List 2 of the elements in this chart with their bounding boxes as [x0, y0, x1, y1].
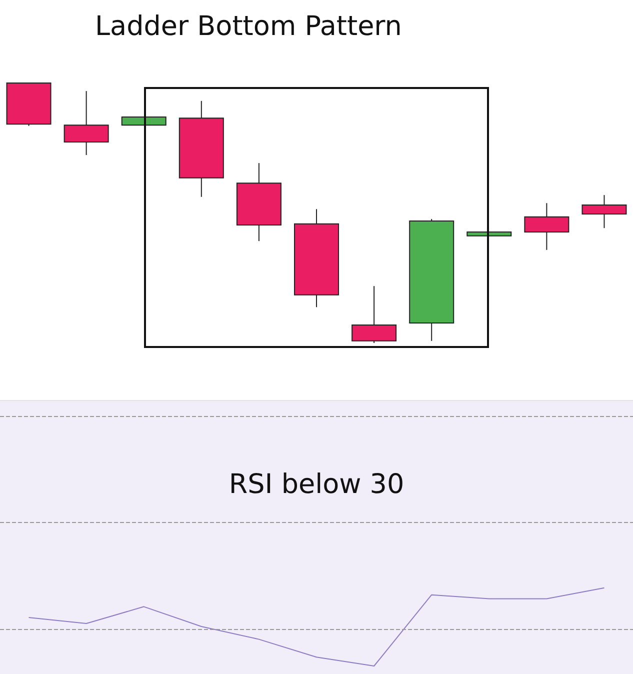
text: RSI below 30	[228, 469, 404, 500]
chart-title: Ladder Bottom Pattern	[95, 11, 402, 42]
